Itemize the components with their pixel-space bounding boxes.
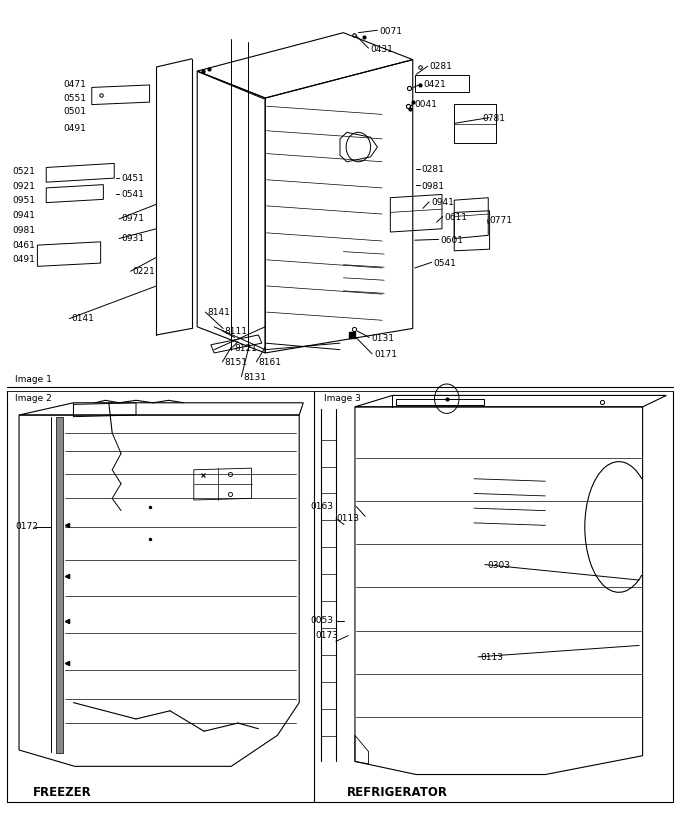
Text: Image 2: Image 2	[15, 394, 52, 403]
Text: 0431: 0431	[371, 44, 394, 54]
Text: 0451: 0451	[121, 173, 144, 183]
Text: 0771: 0771	[490, 216, 513, 225]
Text: 0113: 0113	[336, 514, 359, 524]
Text: 0941: 0941	[12, 211, 35, 221]
Text: 0541: 0541	[434, 258, 457, 268]
Text: REFRIGERATOR: REFRIGERATOR	[347, 786, 448, 799]
Text: 0131: 0131	[371, 333, 394, 343]
Text: 0491: 0491	[12, 255, 35, 265]
Text: 0171: 0171	[374, 350, 397, 359]
Text: FREEZER: FREEZER	[33, 786, 91, 799]
Text: 0281: 0281	[422, 165, 445, 175]
Text: 0521: 0521	[12, 167, 35, 176]
Text: 0471: 0471	[63, 79, 86, 89]
Text: 0501: 0501	[63, 107, 86, 117]
Text: 0551: 0551	[63, 93, 86, 103]
Text: 0113: 0113	[480, 653, 503, 663]
Text: 0491: 0491	[63, 123, 86, 133]
Text: 0172: 0172	[15, 522, 38, 532]
Text: Image 3: Image 3	[324, 394, 361, 403]
Text: Image 1: Image 1	[15, 375, 52, 384]
Text: 0781: 0781	[483, 114, 506, 123]
Text: 0041: 0041	[415, 100, 438, 109]
Text: 8131: 8131	[243, 373, 267, 382]
Text: 0071: 0071	[379, 26, 403, 36]
Text: 0221: 0221	[133, 266, 155, 276]
Text: 0053: 0053	[310, 616, 333, 626]
Polygon shape	[56, 417, 63, 753]
Text: 0941: 0941	[431, 198, 454, 208]
Text: 8111: 8111	[224, 327, 248, 337]
Text: 8121: 8121	[235, 343, 258, 353]
Text: 0601: 0601	[441, 235, 464, 245]
Text: 0163: 0163	[310, 502, 333, 511]
Text: 8141: 8141	[207, 307, 231, 317]
Text: 0421: 0421	[423, 80, 445, 90]
Text: 8161: 8161	[258, 358, 282, 368]
Text: 0303: 0303	[487, 560, 510, 570]
Text: 0461: 0461	[12, 240, 35, 250]
Text: 0921: 0921	[12, 181, 35, 191]
Text: 0931: 0931	[121, 234, 144, 243]
Text: 0611: 0611	[445, 212, 468, 222]
Text: 0141: 0141	[71, 314, 95, 324]
Text: 8151: 8151	[224, 358, 248, 368]
Text: 0971: 0971	[121, 214, 144, 224]
Text: 0173: 0173	[316, 631, 339, 641]
Text: 0541: 0541	[121, 190, 144, 199]
Text: 0981: 0981	[422, 181, 445, 191]
Text: 0951: 0951	[12, 196, 35, 206]
Text: 0981: 0981	[12, 225, 35, 235]
Text: 0281: 0281	[430, 62, 453, 72]
